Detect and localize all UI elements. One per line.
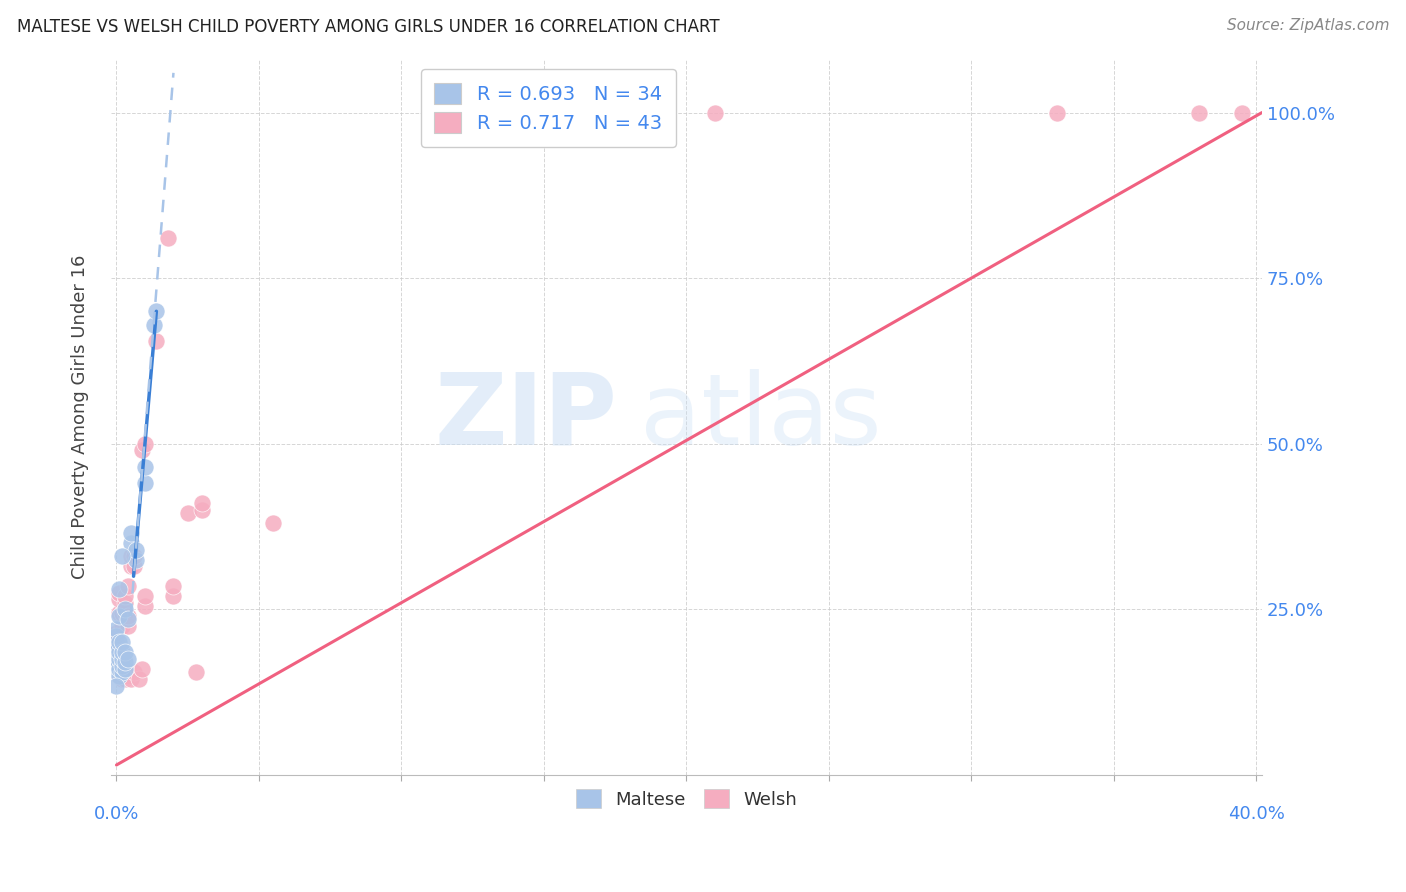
Point [111, 645, 134, 659]
Point [1046, 105, 1069, 120]
Point [114, 602, 136, 616]
Point [122, 549, 145, 564]
Point [105, 639, 128, 653]
Legend: Maltese, Welsh: Maltese, Welsh [568, 782, 804, 816]
Point [111, 606, 134, 620]
Y-axis label: Child Poverty Among Girls Under 16: Child Poverty Among Girls Under 16 [72, 255, 89, 580]
Point [105, 645, 128, 659]
Point [134, 599, 156, 613]
Point [120, 536, 142, 550]
Point [134, 589, 156, 603]
Point [105, 662, 128, 676]
Point [125, 542, 148, 557]
Point [162, 589, 184, 603]
Point [105, 635, 128, 649]
Point [191, 503, 214, 517]
Point [105, 652, 128, 666]
Point [111, 652, 134, 666]
Point [108, 668, 131, 682]
Point [108, 586, 131, 600]
Point [120, 549, 142, 564]
Text: ZIP: ZIP [434, 368, 617, 466]
Point [117, 619, 139, 633]
Point [105, 625, 128, 640]
Point [142, 318, 165, 332]
Point [120, 672, 142, 686]
Point [191, 496, 214, 510]
Point [108, 606, 131, 620]
Point [120, 559, 142, 574]
Point [128, 672, 150, 686]
Text: 40.0%: 40.0% [1227, 805, 1285, 823]
Point [105, 622, 128, 636]
Point [114, 589, 136, 603]
Point [114, 596, 136, 610]
Point [108, 582, 131, 597]
Point [111, 635, 134, 649]
Point [117, 609, 139, 624]
Point [117, 579, 139, 593]
Point [262, 516, 284, 531]
Point [114, 662, 136, 676]
Point [111, 672, 134, 686]
Point [117, 612, 139, 626]
Point [131, 662, 153, 676]
Point [114, 672, 136, 686]
Point [117, 668, 139, 682]
Point [186, 665, 208, 680]
Point [162, 579, 184, 593]
Point [122, 665, 145, 680]
Point [108, 645, 131, 659]
Point [117, 652, 139, 666]
Point [105, 629, 128, 643]
Point [105, 642, 128, 657]
Point [105, 679, 128, 693]
Text: Source: ZipAtlas.com: Source: ZipAtlas.com [1226, 18, 1389, 33]
Point [134, 459, 156, 474]
Point [120, 526, 142, 541]
Point [108, 652, 131, 666]
Point [703, 105, 725, 120]
Text: MALTESE VS WELSH CHILD POVERTY AMONG GIRLS UNDER 16 CORRELATION CHART: MALTESE VS WELSH CHILD POVERTY AMONG GIR… [17, 18, 720, 36]
Point [125, 552, 148, 566]
Point [108, 668, 131, 682]
Point [134, 436, 156, 450]
Text: atlas: atlas [640, 368, 882, 466]
Point [108, 592, 131, 607]
Point [145, 334, 167, 348]
Text: 0.0%: 0.0% [94, 805, 139, 823]
Point [111, 549, 134, 564]
Point [131, 443, 153, 458]
Point [111, 619, 134, 633]
Point [176, 506, 198, 520]
Point [114, 606, 136, 620]
Point [108, 609, 131, 624]
Point [108, 635, 131, 649]
Point [114, 645, 136, 659]
Point [145, 304, 167, 318]
Point [122, 559, 145, 574]
Point [108, 662, 131, 676]
Point [156, 231, 179, 245]
Point [111, 658, 134, 673]
Point [114, 656, 136, 670]
Point [111, 665, 134, 680]
Point [1230, 105, 1253, 120]
Point [134, 476, 156, 491]
Point [1188, 105, 1211, 120]
